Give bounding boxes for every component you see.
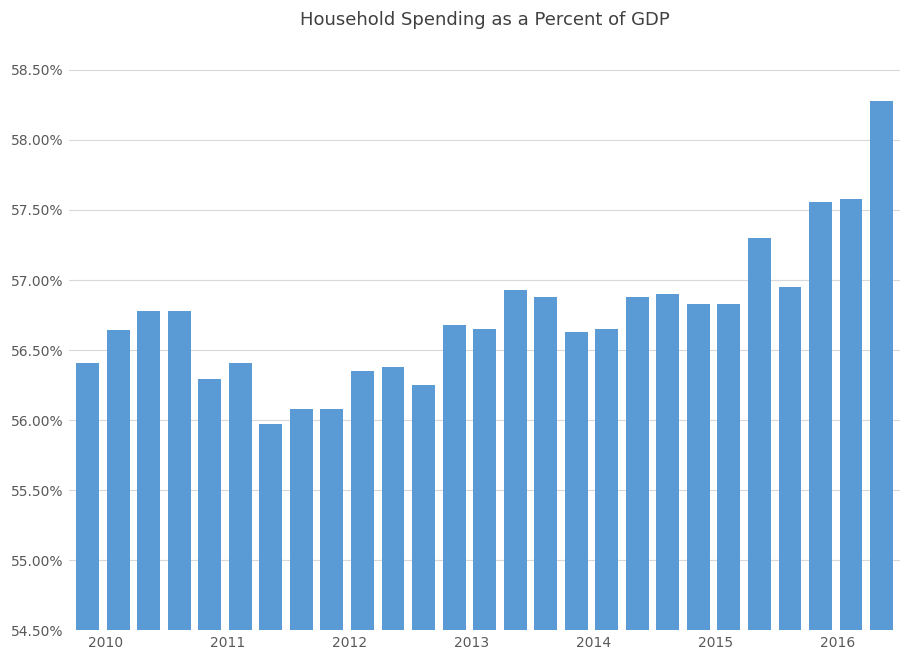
Bar: [687, 304, 710, 661]
Bar: [718, 304, 741, 661]
Bar: [351, 371, 374, 661]
Bar: [321, 409, 343, 661]
Bar: [504, 290, 527, 661]
Bar: [565, 332, 588, 661]
Bar: [77, 363, 99, 661]
Bar: [290, 409, 312, 661]
Bar: [595, 329, 619, 661]
Bar: [840, 199, 863, 661]
Bar: [534, 297, 558, 661]
Bar: [779, 287, 802, 661]
Bar: [626, 297, 649, 661]
Title: Household Spending as a Percent of GDP: Household Spending as a Percent of GDP: [300, 11, 670, 29]
Bar: [473, 329, 496, 661]
Bar: [138, 311, 160, 661]
Bar: [260, 424, 282, 661]
Bar: [199, 379, 221, 661]
Bar: [748, 238, 771, 661]
Bar: [809, 202, 832, 661]
Bar: [412, 385, 435, 661]
Bar: [382, 367, 404, 661]
Bar: [870, 100, 893, 661]
Bar: [107, 330, 129, 661]
Bar: [168, 311, 190, 661]
Bar: [229, 363, 251, 661]
Bar: [443, 325, 466, 661]
Bar: [656, 294, 680, 661]
